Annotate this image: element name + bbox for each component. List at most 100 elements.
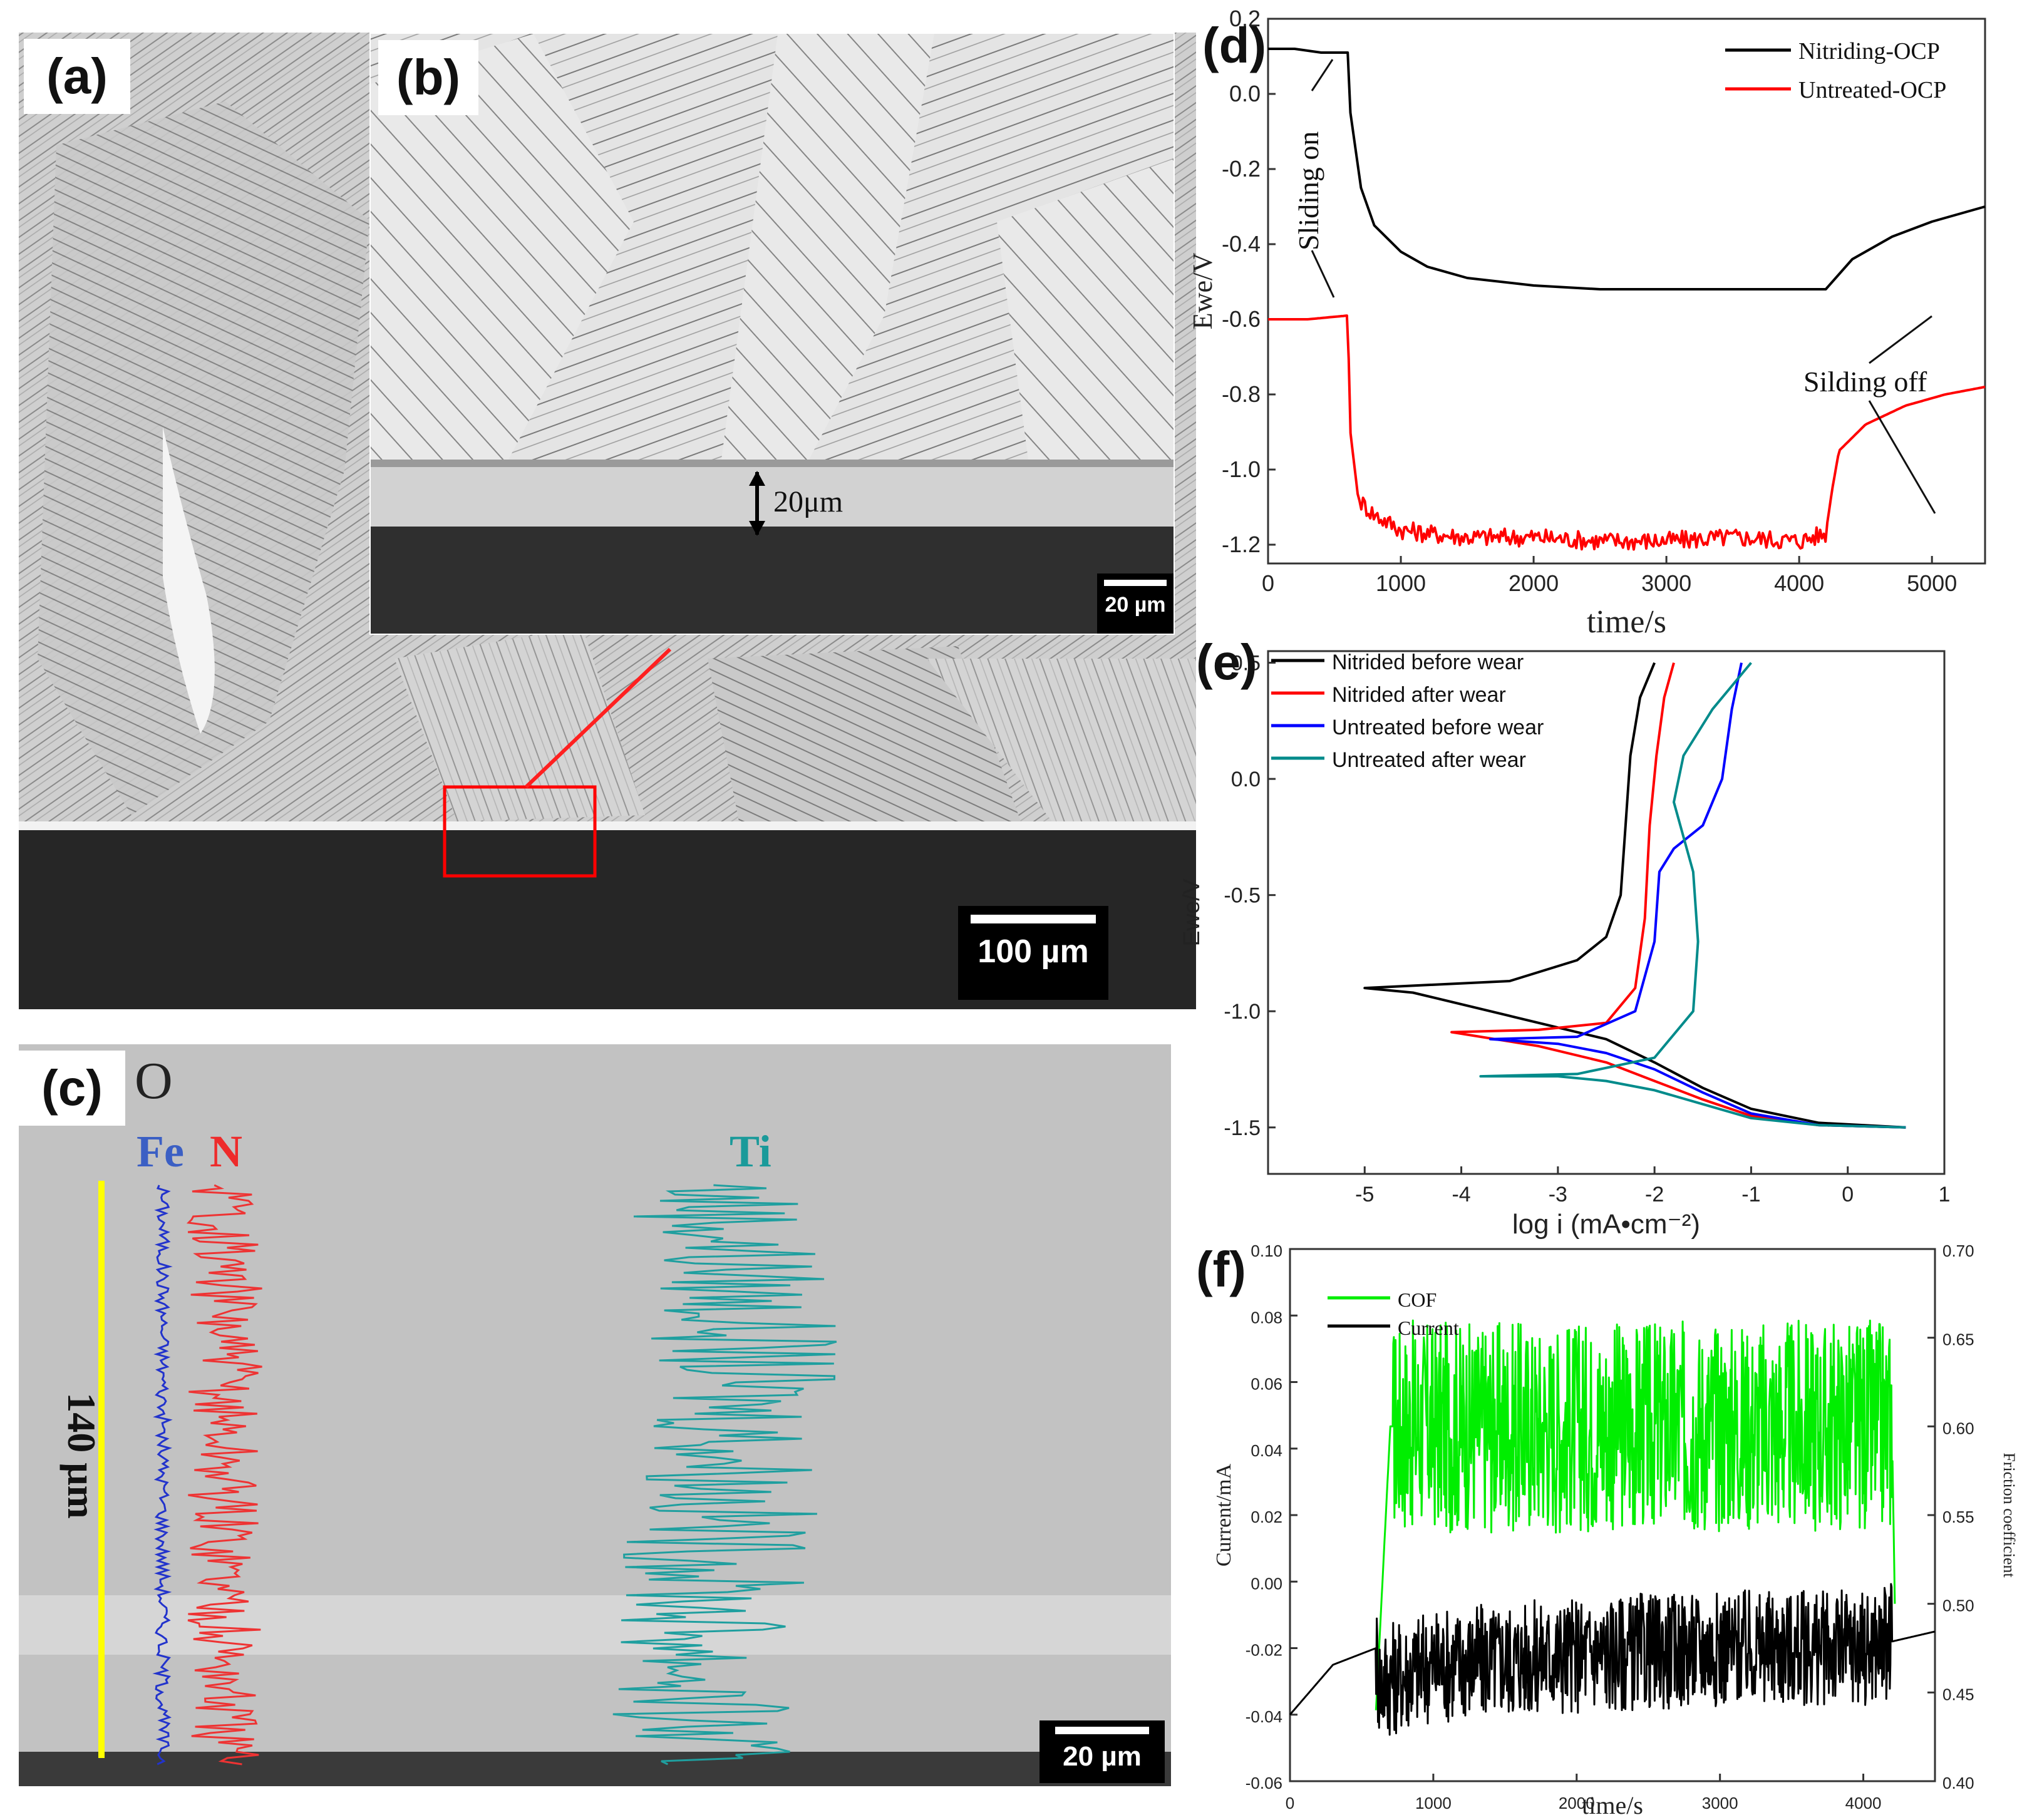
panel-c: (c) O Fe N Ti 140 μm 20 µm <box>19 1044 1171 1786</box>
legend-label: Nitrided before wear <box>1332 650 1524 674</box>
panel-f: 0 1000 2000 3000 4000 -0.06 -0.04 -0.02 0.00 0.02… <box>1177 1227 2017 1820</box>
y-tick-label: -1.2 <box>1222 532 1261 557</box>
legend-label: Current <box>1398 1317 1459 1339</box>
series-line-nitrided-before-wear <box>1363 662 1906 1129</box>
x-tick-label: 0 <box>1286 1794 1294 1812</box>
panel-a-label: (a) <box>24 39 130 114</box>
annotation-sliding-on: Sliding on <box>1292 131 1324 250</box>
x-tick-label: 1000 <box>1415 1794 1452 1812</box>
y-tick-label: 0.0 <box>1231 768 1261 791</box>
annotation-sliding-off: Silding off <box>1803 366 1927 398</box>
panel-e: -5 -4 -3 -2 -1 0 1 0.5 0.0 -0.5 -1.0 -1.5 log i (mA•… <box>1177 626 2017 1246</box>
y-tick-label: 0.06 <box>1251 1375 1282 1394</box>
x-tick-label: 0 <box>1262 570 1274 596</box>
x-tick-label: 0 <box>1842 1183 1854 1206</box>
panel-b-label: (b) <box>378 40 478 115</box>
y-tick-label: -1.0 <box>1224 1000 1261 1024</box>
plot-frame <box>1267 18 1986 565</box>
y-tick-label: 0.10 <box>1251 1242 1282 1260</box>
x-tick-label: 5000 <box>1907 570 1957 596</box>
y-tick-label: -0.4 <box>1222 231 1261 257</box>
x-tick-label: -1 <box>1741 1183 1760 1206</box>
series-line-cof <box>1375 1319 1896 1710</box>
y-tick-label: -0.2 <box>1222 156 1261 182</box>
x-tick-label: 1 <box>1939 1183 1951 1206</box>
x-tick-label: 4000 <box>1845 1794 1882 1812</box>
zoom-arrow <box>524 647 672 789</box>
y-axis-label: Current/mA <box>1212 1463 1235 1566</box>
annotation-arrow-on-2 <box>1311 250 1335 298</box>
y2-tick-label: 0.40 <box>1942 1774 1974 1792</box>
panel-b-scale-bar: 20 µm <box>1097 573 1174 634</box>
series-line-current <box>1289 1583 1936 1736</box>
panel-c-label: (c) <box>19 1051 125 1126</box>
series-line-nitriding-ocp <box>1268 48 1986 290</box>
series-line-untreated-after-wear <box>1479 662 1906 1129</box>
y-tick-label: 0.2 <box>1229 6 1261 31</box>
x-axis-label: log i (mA•cm⁻²) <box>1512 1209 1700 1240</box>
y2-tick-label: 0.55 <box>1942 1508 1974 1526</box>
element-label-O: O <box>135 1052 173 1110</box>
series-line-untreated-before-wear <box>1488 662 1906 1129</box>
panel-b-image <box>371 34 1174 634</box>
element-label-Fe: Fe <box>137 1126 184 1176</box>
panel-a-scale-label: 100 µm <box>978 933 1089 970</box>
y-tick-label: -0.5 <box>1224 884 1261 908</box>
y-tick-label: 0.5 <box>1231 652 1261 676</box>
legend-label: Nitriding-OCP <box>1798 38 1940 64</box>
series-line-nitrided-after-wear <box>1450 662 1906 1129</box>
y2-tick-label: 0.60 <box>1942 1419 1974 1437</box>
y-tick-label: -0.02 <box>1246 1641 1282 1660</box>
y-tick-label: -0.06 <box>1246 1774 1282 1792</box>
panel-a-scale-bar: 100 µm <box>958 906 1108 1000</box>
x-tick-label: 3000 <box>1641 570 1691 596</box>
y2-tick-label: 0.65 <box>1942 1330 1974 1349</box>
eds-scan-n <box>186 1184 262 1766</box>
y2-axis-label: Friction coefficient <box>2000 1452 2017 1578</box>
eds-scan-ti <box>612 1184 837 1766</box>
element-label-Ti: Ti <box>730 1126 771 1176</box>
y-tick-label: 0.00 <box>1251 1574 1282 1593</box>
annotation-arrow-on-1 <box>1311 59 1334 91</box>
panel-d: 0 1000 2000 3000 4000 5000 0.2 0.0 -0.2 -0.4 -0.6 -… <box>1177 0 2017 645</box>
panel-label: (e) <box>1196 634 1257 690</box>
legend-label: Untreated before wear <box>1332 716 1544 739</box>
series-line-untreated-ocp <box>1268 314 1986 551</box>
panel-c-image <box>19 1044 1171 1786</box>
y2-tick-label: 0.50 <box>1942 1596 1974 1615</box>
y-tick-label: -0.6 <box>1222 306 1261 332</box>
x-tick-label: 1000 <box>1376 570 1426 596</box>
zoom-region-box <box>443 785 597 878</box>
y2-tick-label: 0.45 <box>1942 1685 1974 1704</box>
x-tick-label: -3 <box>1549 1183 1567 1206</box>
annotation-arrow-off-2 <box>1868 400 1936 514</box>
x-axis-label: time/s <box>1582 1791 1643 1819</box>
chart-e: -5 -4 -3 -2 -1 0 1 0.5 0.0 -0.5 -1.0 -1.5 log i (mA•… <box>1178 634 1951 1240</box>
length-annotation: 140 μm <box>59 1392 104 1519</box>
panel-label: (f) <box>1196 1242 1246 1297</box>
legend-label: Nitrided after wear <box>1332 683 1506 707</box>
y-tick-label: 0.02 <box>1251 1508 1282 1526</box>
y-tick-label: 0.08 <box>1251 1308 1282 1327</box>
panel-b-scale-label: 20 µm <box>1105 593 1166 617</box>
x-tick-label: -2 <box>1645 1183 1664 1206</box>
x-tick-label: 3000 <box>1702 1794 1738 1812</box>
x-tick-label: 2000 <box>1559 1794 1595 1812</box>
x-tick-label: 2000 <box>1509 570 1559 596</box>
y-axis-label: Ewe/V <box>1187 253 1218 330</box>
legend-label: COF <box>1398 1288 1437 1311</box>
element-label-N: N <box>210 1126 242 1176</box>
x-tick-label: -4 <box>1452 1183 1470 1206</box>
chart-d: 0 1000 2000 3000 4000 5000 0.2 0.0 -0.2 -0.4 -0.6 -… <box>1187 6 1986 640</box>
y-tick-label: -0.04 <box>1246 1707 1282 1726</box>
y-tick-label: 0.04 <box>1251 1441 1282 1460</box>
legend-label: Untreated after wear <box>1332 748 1526 772</box>
plot-frame <box>1267 650 1946 1175</box>
panel-c-scale-label: 20 µm <box>1063 1741 1142 1772</box>
panel-label: (d) <box>1202 18 1266 73</box>
panel-b: (b) 20μm 20 µm <box>369 33 1175 635</box>
y-axis-label: Ewe/V <box>1178 878 1204 946</box>
annotation-arrow-off-1 <box>1869 315 1932 364</box>
y-tick-label: 0.0 <box>1229 81 1261 106</box>
x-axis-label: time/s <box>1587 604 1666 640</box>
